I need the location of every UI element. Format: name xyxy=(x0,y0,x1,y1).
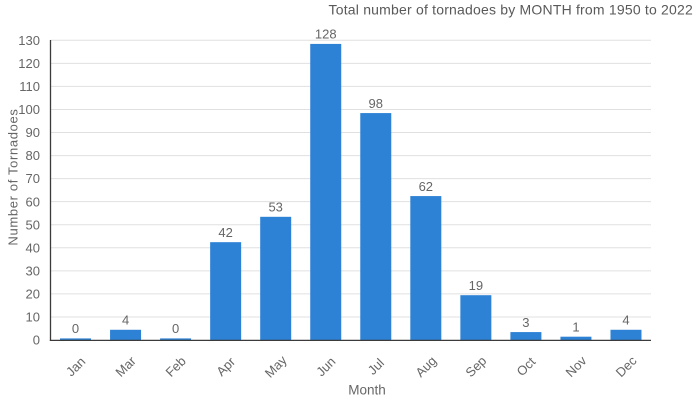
svg-text:Total number of tornadoes by M: Total number of tornadoes by MONTH from … xyxy=(329,2,693,18)
svg-text:4: 4 xyxy=(122,312,129,327)
svg-text:4: 4 xyxy=(622,312,629,327)
svg-text:3: 3 xyxy=(522,315,529,330)
svg-text:Month: Month xyxy=(348,383,386,398)
svg-text:10: 10 xyxy=(26,310,40,325)
svg-text:128: 128 xyxy=(315,27,337,42)
svg-text:50: 50 xyxy=(26,217,40,232)
svg-text:40: 40 xyxy=(26,240,40,255)
svg-text:100: 100 xyxy=(18,102,40,117)
svg-text:70: 70 xyxy=(26,171,40,186)
svg-text:62: 62 xyxy=(419,179,433,194)
svg-text:98: 98 xyxy=(369,96,383,111)
svg-text:30: 30 xyxy=(26,263,40,278)
svg-text:0: 0 xyxy=(172,321,179,336)
svg-text:42: 42 xyxy=(218,225,232,240)
svg-text:1: 1 xyxy=(572,319,579,334)
svg-text:19: 19 xyxy=(469,278,483,293)
svg-text:110: 110 xyxy=(19,79,40,94)
svg-text:Number of Tornadoes: Number of Tornadoes xyxy=(6,108,21,245)
svg-text:90: 90 xyxy=(26,125,40,140)
svg-text:0: 0 xyxy=(72,321,79,336)
svg-text:130: 130 xyxy=(18,33,40,48)
svg-text:120: 120 xyxy=(18,56,40,71)
svg-text:80: 80 xyxy=(26,148,40,163)
svg-text:53: 53 xyxy=(268,200,282,215)
svg-text:0: 0 xyxy=(33,333,40,348)
svg-text:60: 60 xyxy=(26,194,40,209)
svg-text:20: 20 xyxy=(26,286,40,301)
